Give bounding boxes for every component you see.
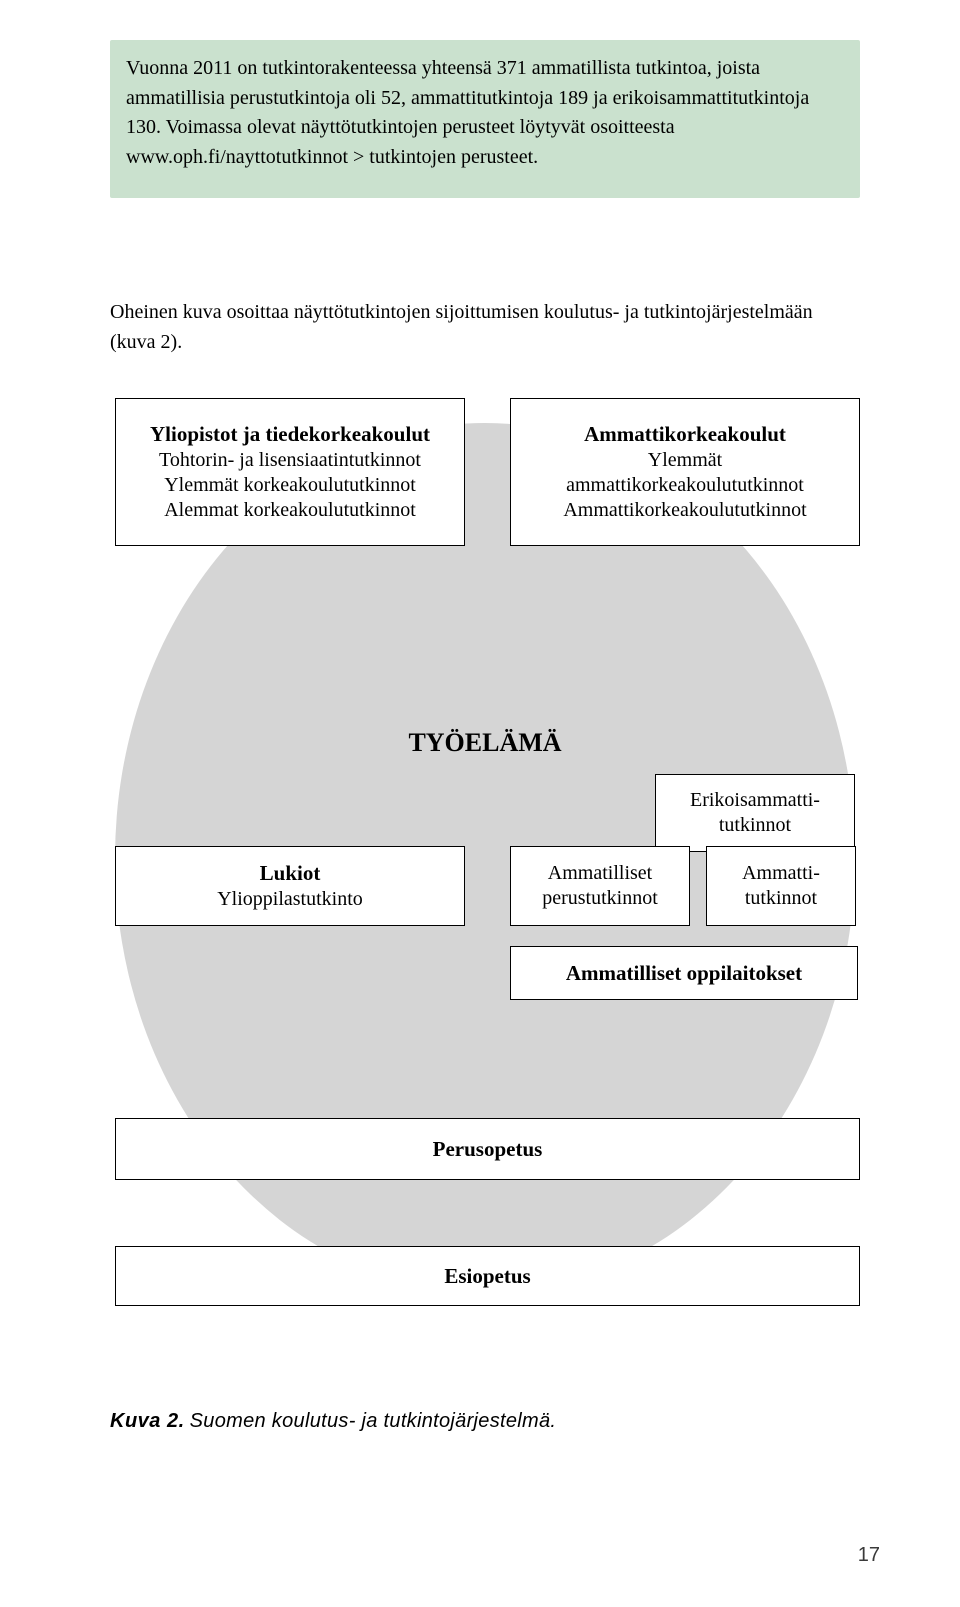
box-basic-education: Perusopetus (115, 1118, 860, 1180)
center-label: TYÖELÄMÄ (408, 728, 561, 758)
box-vocqual-line2: tutkinnot (717, 886, 845, 911)
box-preschool-title: Esiopetus (126, 1263, 849, 1289)
box-vocinst-title: Ammatilliset oppilaitokset (521, 960, 847, 986)
info-box: Vuonna 2011 on tutkintorakenteessa yhtee… (110, 40, 860, 198)
page-number: 17 (858, 1544, 880, 1567)
box-polytechnics-line1: Ylemmät (521, 448, 849, 473)
box-polytechnics-title: Ammattikorkeakoulut (521, 421, 849, 447)
info-box-text: Vuonna 2011 on tutkintorakenteessa yhtee… (126, 57, 809, 168)
caption-label: Kuva 2. (110, 1410, 185, 1432)
box-specialist-qualifications: Erikoisammatti- tutkinnot (655, 774, 855, 852)
box-polytechnics-line2: ammattikorkeakoulututkinnot (521, 473, 849, 498)
box-vocational-institutions: Ammatilliset oppilaitokset (510, 946, 858, 1000)
box-upper-secondary-line1: Ylioppilastutkinto (126, 887, 454, 912)
box-specialist-line1: Erikoisammatti- (666, 788, 844, 813)
box-universities-line2: Ylemmät korkeakoulututkinnot (126, 473, 454, 498)
figure-caption: Kuva 2. Suomen koulutus- ja tutkintojärj… (110, 1410, 556, 1433)
box-universities-line3: Alemmat korkeakoulututkinnot (126, 498, 454, 523)
box-basic-title: Perusopetus (126, 1136, 849, 1162)
box-vocbasic-line2: perustutkinnot (521, 886, 679, 911)
box-vocbasic-line1: Ammatilliset (521, 861, 679, 886)
box-upper-secondary: Lukiot Ylioppilastutkinto (115, 846, 465, 926)
education-system-diagram: Yliopistot ja tiedekorkeakoulut Tohtorin… (110, 398, 860, 1318)
box-vocqual-line1: Ammatti- (717, 861, 845, 886)
box-preschool: Esiopetus (115, 1246, 860, 1306)
caption-text: Suomen koulutus- ja tutkintojärjestelmä. (190, 1410, 557, 1432)
box-polytechnics: Ammattikorkeakoulut Ylemmät ammattikorke… (510, 398, 860, 546)
box-polytechnics-line3: Ammattikorkeakoulututkinnot (521, 498, 849, 523)
box-vocational-basic: Ammatilliset perustutkinnot (510, 846, 690, 926)
box-universities: Yliopistot ja tiedekorkeakoulut Tohtorin… (115, 398, 465, 546)
box-universities-line1: Tohtorin- ja lisensiaatintutkinnot (126, 448, 454, 473)
body-paragraph: Oheinen kuva osoittaa näyttötutkintojen … (110, 298, 860, 357)
box-upper-secondary-title: Lukiot (126, 860, 454, 886)
box-universities-title: Yliopistot ja tiedekorkeakoulut (126, 421, 454, 447)
box-vocational-qualifications: Ammatti- tutkinnot (706, 846, 856, 926)
box-specialist-line2: tutkinnot (666, 813, 844, 838)
